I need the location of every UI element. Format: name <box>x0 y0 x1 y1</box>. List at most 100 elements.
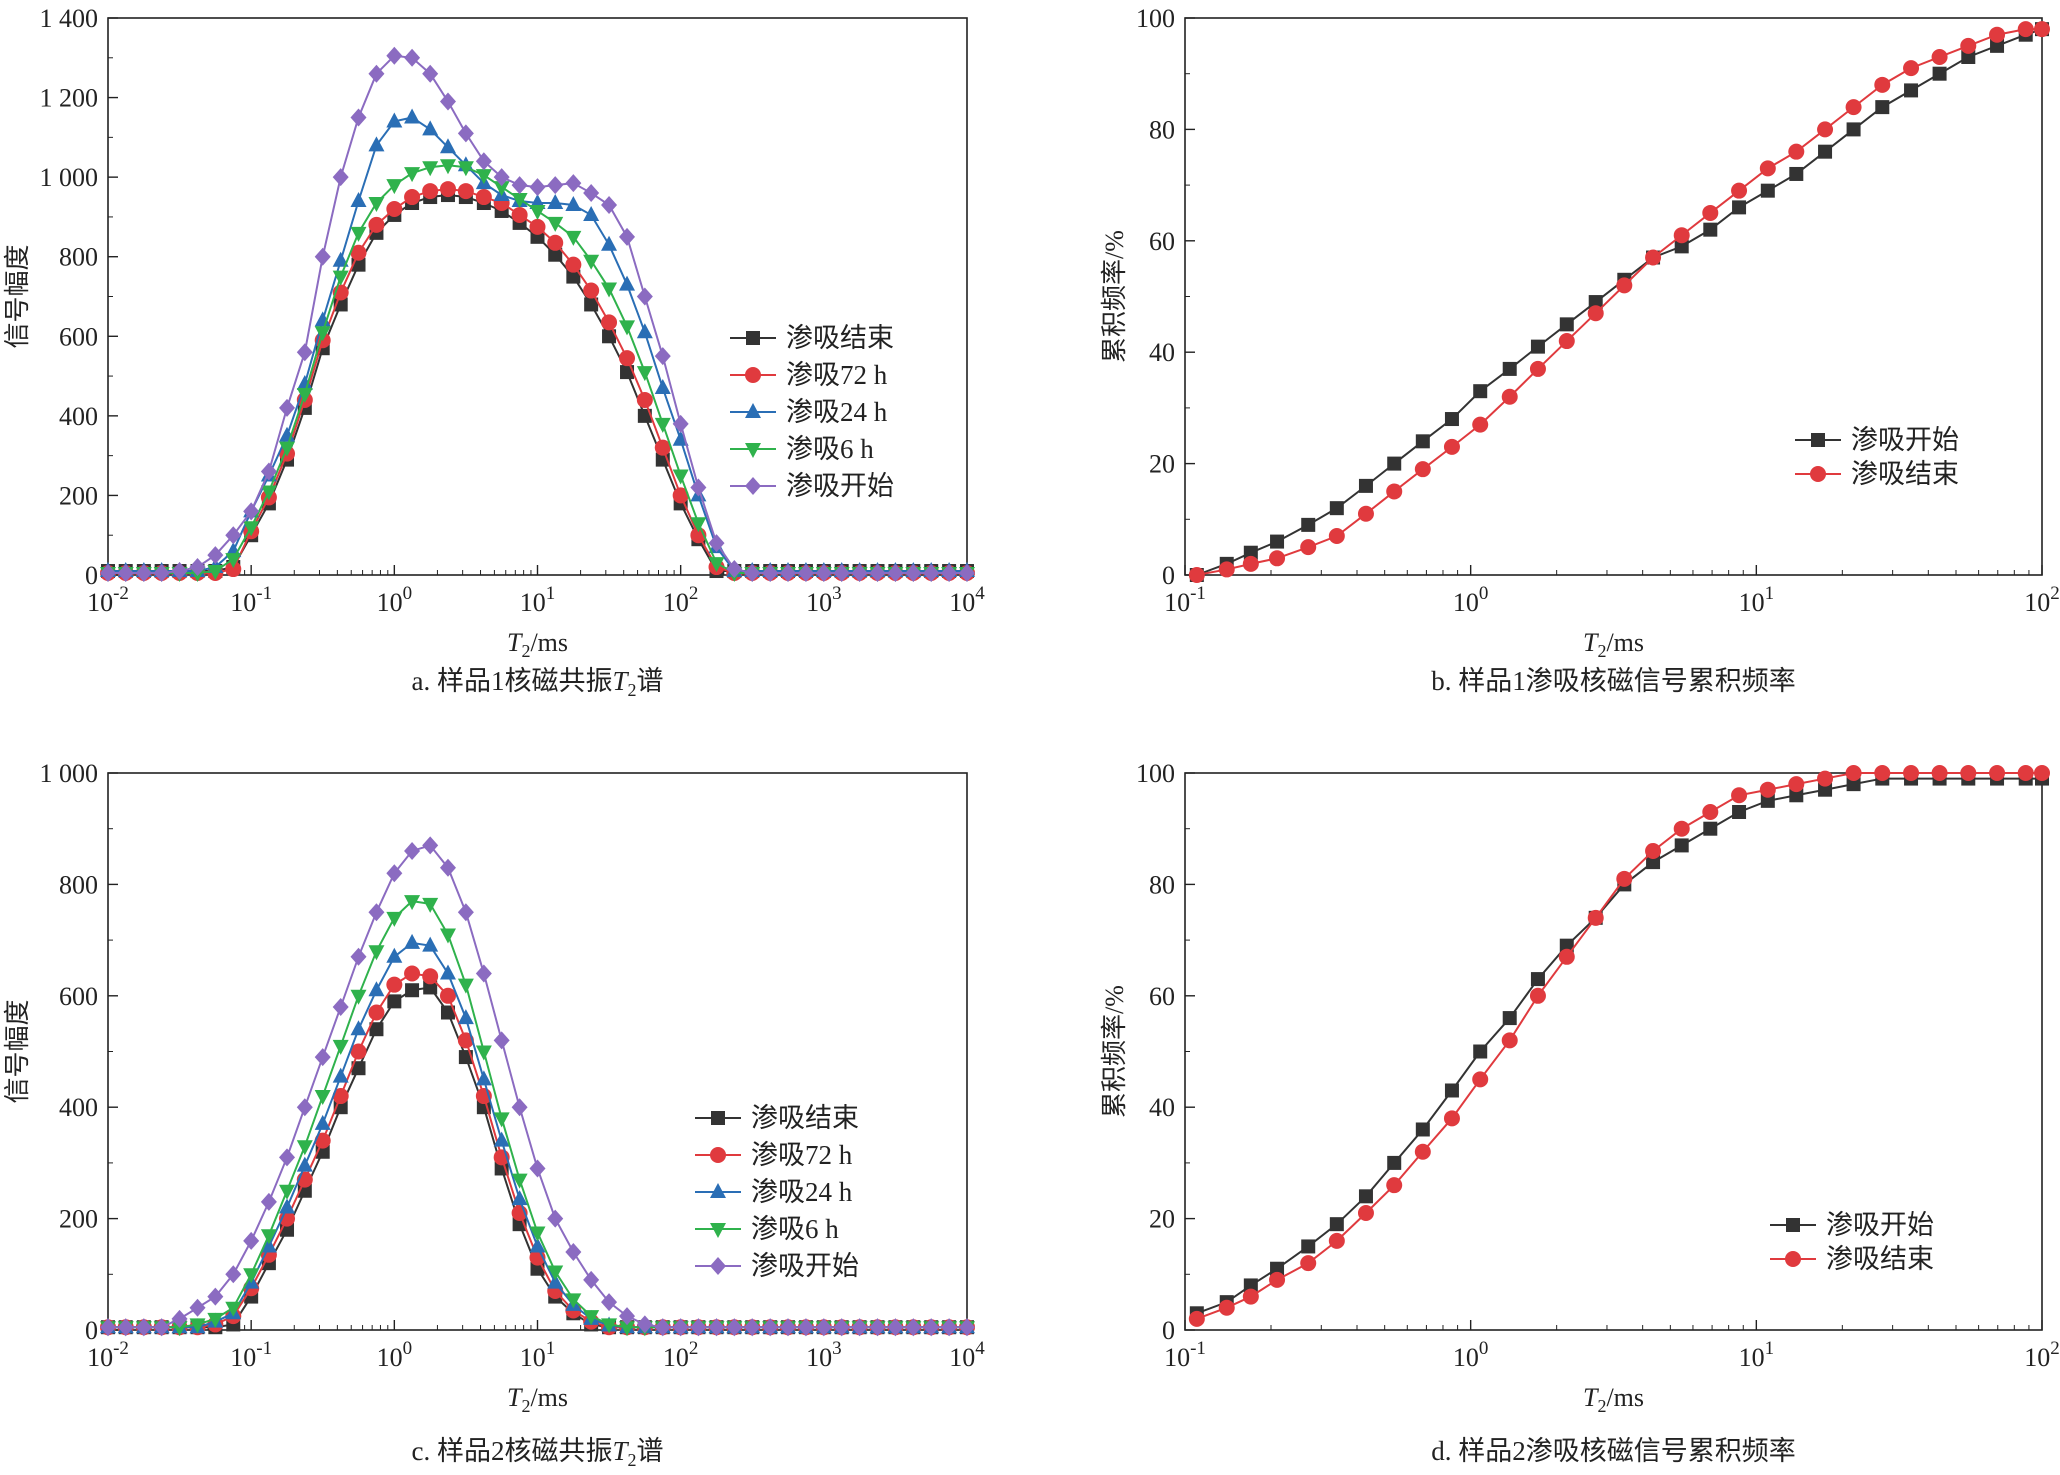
data-point <box>1645 842 1662 859</box>
data-point <box>1242 555 1259 572</box>
data-point <box>314 247 331 266</box>
y-tick-label: 80 <box>1149 870 1175 899</box>
data-point <box>332 1067 349 1083</box>
data-point <box>1358 478 1373 493</box>
data-point <box>207 565 224 581</box>
data-point <box>833 564 850 583</box>
data-point <box>1989 765 2006 781</box>
data-point <box>457 1032 474 1049</box>
data-point <box>583 1310 600 1326</box>
data-point <box>225 526 242 545</box>
y-tick-label: 20 <box>1149 1205 1175 1234</box>
data-point <box>404 48 421 67</box>
y-tick-label: 100 <box>1136 759 1175 788</box>
series-4 <box>100 836 975 1337</box>
figure-caption: c. 样品2核磁共振T2谱 <box>411 1436 663 1470</box>
x-tick-label: 10-1 <box>1164 583 1206 617</box>
data-point <box>1846 122 1861 137</box>
data-point <box>1732 200 1747 215</box>
data-point <box>547 1209 564 1228</box>
x-tick-label: 10-2 <box>87 1338 129 1372</box>
data-point <box>654 379 671 395</box>
x-tick-label: 102 <box>2024 583 2060 617</box>
data-point <box>332 251 349 267</box>
data-point <box>511 176 528 195</box>
data-point <box>1931 765 1948 781</box>
chart-panel-d: 10-1 100 101 102 0 20 40 60 80 100 T2/ms 累积频率/% d. 样… <box>1100 759 2060 1466</box>
data-point <box>1443 1110 1460 1127</box>
data-point <box>1300 1255 1317 1272</box>
data-point <box>1502 361 1517 376</box>
data-point <box>851 1318 868 1337</box>
data-point <box>350 244 367 261</box>
data-point <box>887 1318 904 1337</box>
data-point <box>1357 505 1374 522</box>
data-point <box>780 1318 797 1337</box>
data-point <box>422 64 439 83</box>
data-point <box>708 1318 725 1337</box>
x-tick-label: 101 <box>1739 583 1775 617</box>
data-point <box>368 64 385 83</box>
data-point <box>225 561 242 578</box>
data-point <box>529 1237 546 1253</box>
y-tick-label: 400 <box>59 1093 98 1122</box>
data-point <box>404 965 421 982</box>
data-point <box>439 928 456 944</box>
data-point <box>1731 787 1748 804</box>
legend-marker <box>1785 1251 1801 1267</box>
data-point <box>351 1061 366 1076</box>
legend-label: 渗吸24 h <box>786 397 888 427</box>
data-point <box>548 247 563 262</box>
data-point <box>1329 501 1344 516</box>
data-point <box>350 1043 367 1060</box>
data-point <box>654 1318 671 1337</box>
legend-label: 渗吸结束 <box>1826 1244 1934 1274</box>
data-point <box>350 226 367 242</box>
data-point <box>1415 434 1430 449</box>
data-point <box>117 564 134 583</box>
legend-marker <box>745 443 761 458</box>
data-point <box>475 152 492 171</box>
data-point <box>100 1318 116 1337</box>
data-point <box>869 1318 886 1337</box>
data-point <box>619 320 636 336</box>
data-point <box>296 1140 313 1156</box>
data-point <box>619 350 636 367</box>
data-point <box>422 836 439 855</box>
data-point <box>457 161 474 177</box>
data-point <box>439 92 456 111</box>
data-point <box>279 1184 296 1200</box>
data-point <box>368 903 385 922</box>
data-point <box>422 897 439 913</box>
y-tick-label: 200 <box>59 1205 98 1234</box>
x-tick-label: 104 <box>949 1338 985 1372</box>
legend-label: 渗吸6 h <box>751 1214 839 1244</box>
data-point <box>368 1004 385 1021</box>
data-point <box>314 1048 331 1067</box>
data-point <box>260 485 277 501</box>
x-tick-label: 10-1 <box>1164 1338 1206 1372</box>
data-point <box>1559 938 1574 953</box>
y-tick-label: 600 <box>59 982 98 1011</box>
data-point <box>636 366 653 382</box>
x-tick-label: 102 <box>663 583 699 617</box>
x-tick-label: 100 <box>377 583 413 617</box>
data-point <box>1414 461 1431 478</box>
data-point <box>243 521 260 537</box>
legend-label: 渗吸开始 <box>751 1251 859 1281</box>
data-point <box>636 287 653 306</box>
data-point <box>941 1318 958 1337</box>
data-point <box>1502 1011 1517 1026</box>
data-point <box>260 1237 277 1253</box>
data-point <box>296 1098 313 1117</box>
data-point <box>1387 456 1402 471</box>
data-point <box>672 487 689 504</box>
data-point <box>1817 770 1834 787</box>
data-point <box>690 478 707 497</box>
data-point <box>1846 777 1861 792</box>
data-point <box>404 841 421 860</box>
legend-marker <box>710 1223 726 1238</box>
x-tick-label: 102 <box>2024 1338 2060 1372</box>
data-point <box>1587 909 1604 926</box>
data-point <box>350 108 367 127</box>
